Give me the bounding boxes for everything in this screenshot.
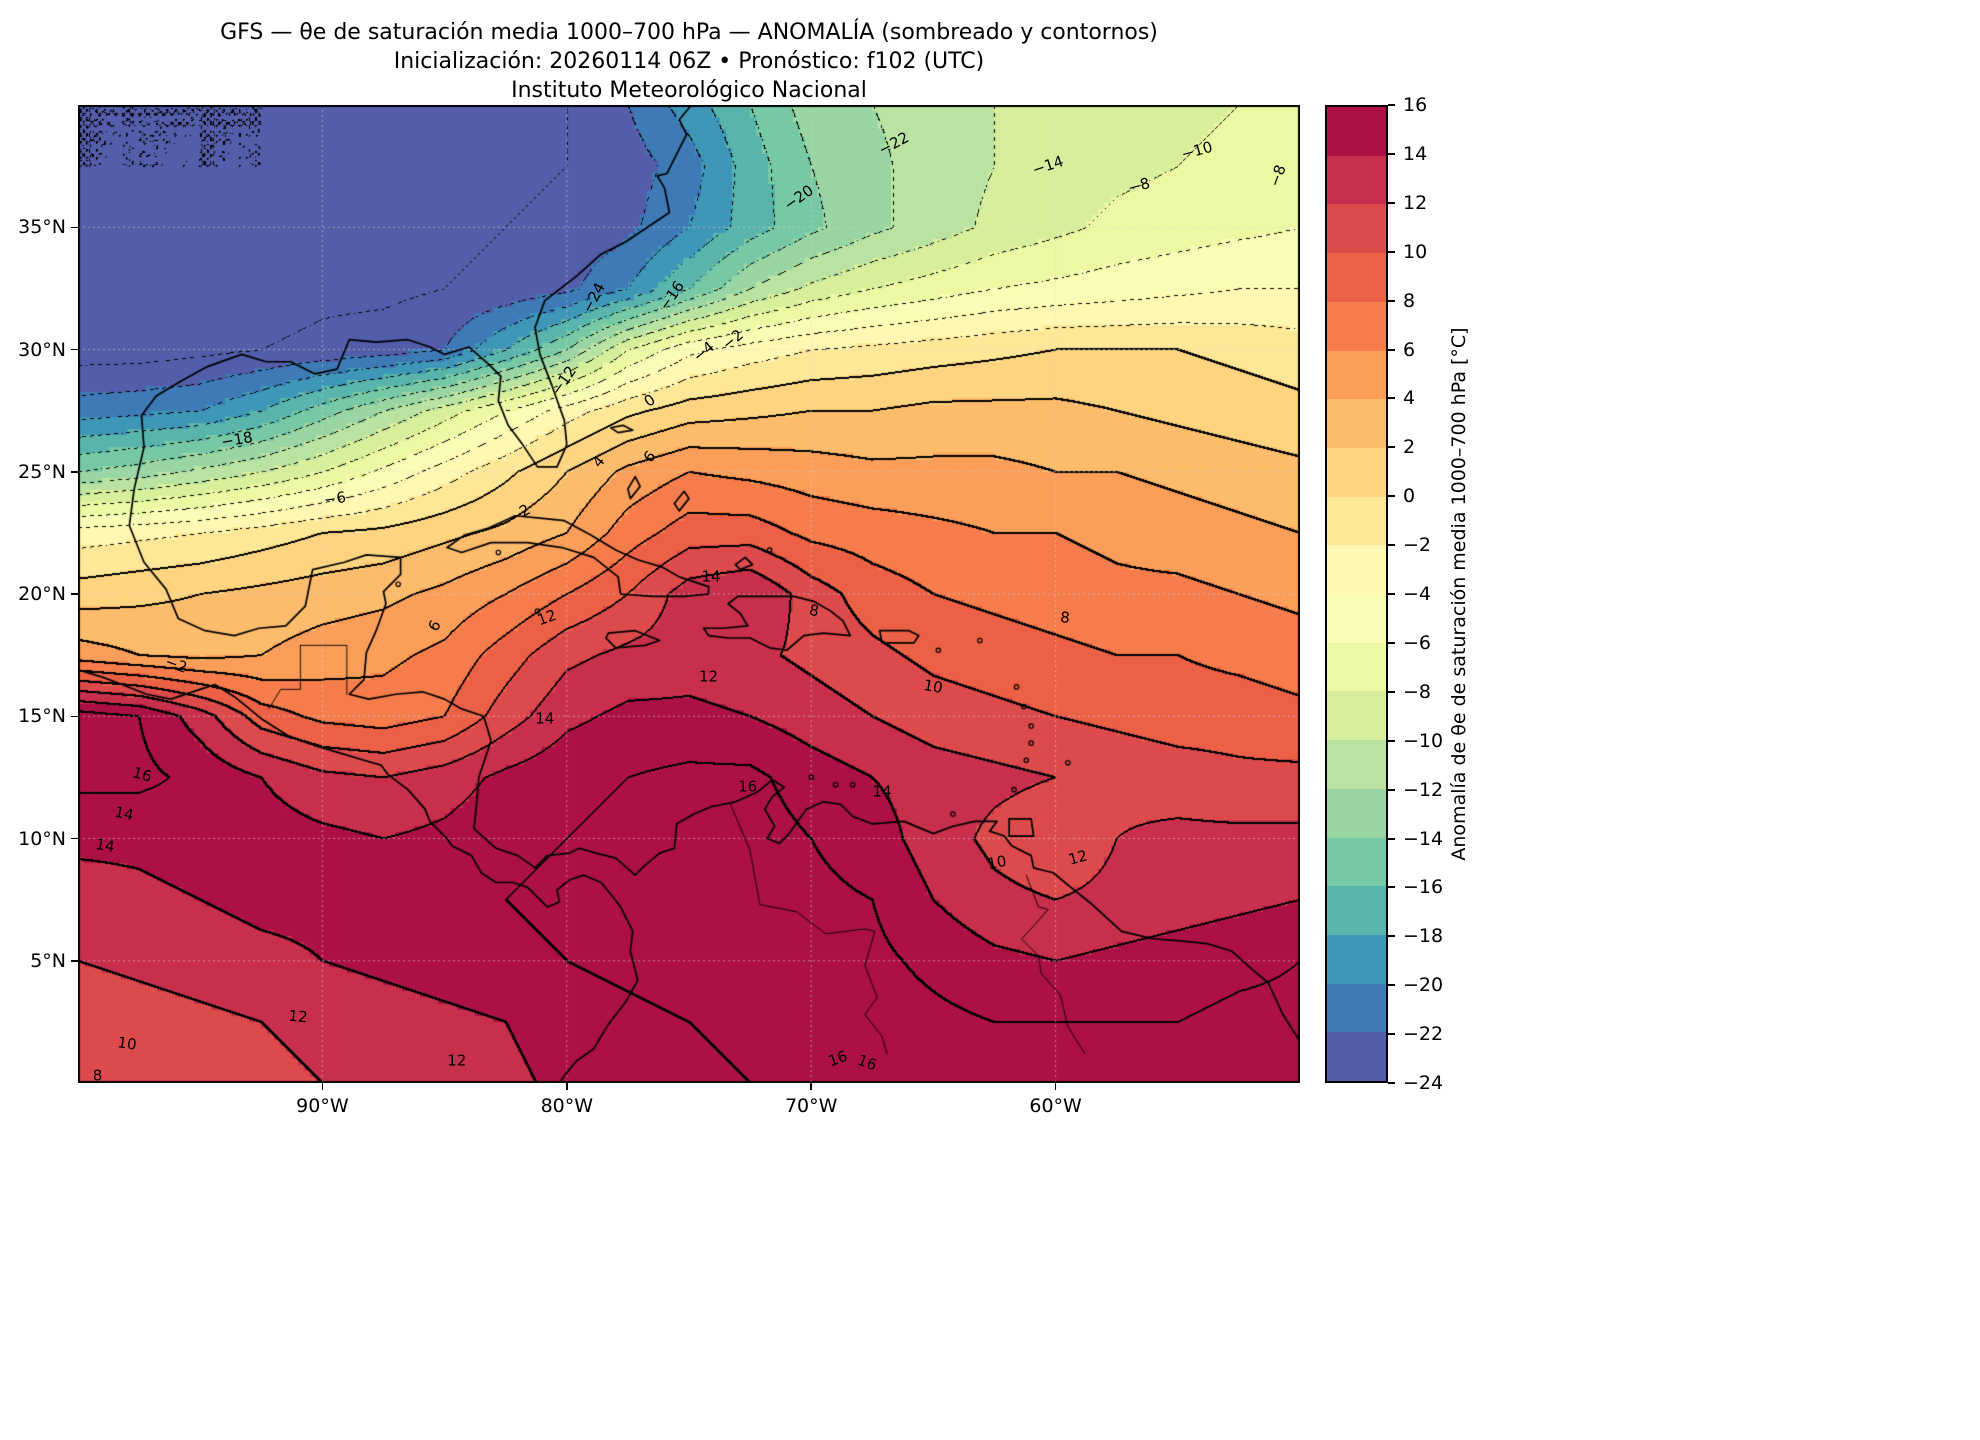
y-tick-label: 10°N bbox=[18, 827, 66, 850]
colorbar-tick-label: −10 bbox=[1403, 729, 1444, 752]
colorbar-swatch bbox=[1327, 1032, 1386, 1082]
colorbar-swatch bbox=[1327, 740, 1386, 789]
y-tickmark bbox=[71, 960, 78, 962]
colorbar-tick-label: 16 bbox=[1403, 94, 1428, 116]
colorbar-tick-label: −22 bbox=[1403, 1023, 1444, 1046]
colorbar-swatch bbox=[1327, 399, 1386, 448]
colorbar-tick-label: 0 bbox=[1403, 485, 1416, 508]
x-tick-label: 90°W bbox=[296, 1095, 349, 1117]
colorbar-tickmark bbox=[1388, 152, 1395, 155]
colorbar-swatch bbox=[1327, 350, 1386, 400]
colorbar-swatch bbox=[1327, 886, 1386, 935]
colorbar-swatch bbox=[1327, 983, 1386, 1033]
colorbar-swatch bbox=[1327, 253, 1386, 302]
colorbar-title: Anomalía de θe de saturación media 1000–… bbox=[1448, 327, 1470, 861]
y-tickmark bbox=[71, 348, 78, 351]
colorbar-tick-label: −16 bbox=[1403, 876, 1444, 899]
colorbar-tick-label: −8 bbox=[1403, 680, 1432, 703]
x-tickmark bbox=[810, 1083, 812, 1090]
colorbar-tick-label: −12 bbox=[1403, 778, 1444, 801]
colorbar-tick-label: 6 bbox=[1403, 338, 1416, 361]
y-tickmark bbox=[71, 715, 78, 717]
colorbar-swatch bbox=[1327, 107, 1386, 156]
colorbar-tickmark bbox=[1388, 837, 1395, 840]
colorbar-tickmark bbox=[1388, 788, 1395, 791]
y-tick-label: 15°N bbox=[18, 705, 66, 728]
colorbar-swatch bbox=[1327, 545, 1386, 595]
colorbar-tickmark bbox=[1388, 495, 1395, 498]
colorbar-tickmark bbox=[1388, 886, 1395, 889]
y-tick-label: 25°N bbox=[18, 460, 66, 483]
y-tickmark bbox=[71, 593, 78, 595]
colorbar-tickmark bbox=[1388, 1082, 1395, 1084]
x-tick-label: 70°W bbox=[784, 1095, 838, 1117]
colorbar-tick-label: 4 bbox=[1403, 387, 1416, 410]
colorbar-tick-label: −20 bbox=[1403, 974, 1444, 997]
colorbar-tickmark bbox=[1388, 984, 1395, 987]
y-tick-label: 35°N bbox=[18, 216, 66, 239]
colorbar-tick-label: 2 bbox=[1403, 436, 1416, 459]
colorbar-tickmark bbox=[1388, 1033, 1395, 1036]
colorbar-tickmark bbox=[1388, 348, 1395, 351]
colorbar-tickmark bbox=[1388, 446, 1395, 449]
y-tick-label: 20°N bbox=[18, 583, 66, 605]
x-tick-label: 80°W bbox=[540, 1095, 594, 1117]
y-tickmark bbox=[71, 471, 78, 473]
colorbar-swatches bbox=[1325, 105, 1388, 1083]
colorbar: 16 14 12 10 8 6 4 2 0 −2 −4 −6 −8 −10 −12 −14 −16 −18 −20 −… bbox=[1325, 94, 1443, 1094]
colorbar-swatch bbox=[1327, 204, 1386, 254]
anomaly-field-canvas bbox=[78, 105, 1300, 1083]
y-tick-label: 30°N bbox=[18, 338, 66, 361]
figure-title: GFS — θe de saturación media 1000–700 hP… bbox=[220, 20, 1158, 45]
colorbar-tick-label: −2 bbox=[1403, 534, 1432, 557]
map-plot-area: −22 −20 −24 −16 −14 −10 −8 −8 −12 −4 −2 0 −18 −6 4 6 2 14… bbox=[78, 105, 1300, 1083]
colorbar-tickmark bbox=[1388, 641, 1395, 644]
x-tickmark bbox=[321, 1083, 324, 1090]
colorbar-swatch bbox=[1327, 788, 1386, 838]
colorbar-tickmark bbox=[1388, 544, 1395, 547]
colorbar-swatch bbox=[1327, 934, 1386, 984]
colorbar-tick-label: −4 bbox=[1403, 583, 1432, 605]
colorbar-swatch bbox=[1327, 594, 1386, 643]
colorbar-swatch bbox=[1327, 155, 1386, 205]
colorbar-swatch bbox=[1327, 301, 1386, 351]
colorbar-tick-label: 12 bbox=[1403, 191, 1428, 214]
colorbar-tickmark bbox=[1388, 299, 1395, 302]
colorbar-tickmark bbox=[1388, 397, 1395, 400]
figure-institution: Instituto Meteorológico Nacional bbox=[511, 78, 867, 103]
colorbar-swatch bbox=[1327, 642, 1386, 692]
x-tick-label: 60°W bbox=[1029, 1095, 1082, 1117]
colorbar-tickmark bbox=[1388, 593, 1395, 595]
colorbar-tickmark bbox=[1388, 935, 1395, 938]
figure-subtitle: Inicialización: 20260114 06Z • Pronóstic… bbox=[393, 49, 985, 74]
y-tick-label: 5°N bbox=[30, 949, 66, 972]
colorbar-tickmark bbox=[1388, 690, 1395, 693]
y-tickmark bbox=[71, 226, 78, 228]
figure-titles: GFS — θe de saturación media 1000–700 hP… bbox=[78, 18, 1300, 105]
colorbar-tickmark bbox=[1388, 739, 1395, 742]
colorbar-tickmark bbox=[1388, 104, 1395, 106]
colorbar-swatch bbox=[1327, 837, 1386, 887]
colorbar-tick-label: 8 bbox=[1403, 289, 1416, 312]
x-tickmark bbox=[566, 1083, 568, 1090]
colorbar-tick-label: 14 bbox=[1403, 142, 1428, 165]
colorbar-tick-label: 10 bbox=[1403, 240, 1428, 263]
y-tickmark bbox=[71, 837, 78, 840]
colorbar-tick-label: −14 bbox=[1403, 827, 1444, 850]
colorbar-tick-label: −6 bbox=[1403, 631, 1432, 654]
x-tickmark bbox=[1054, 1083, 1057, 1090]
colorbar-swatch bbox=[1327, 496, 1386, 546]
colorbar-tickmark bbox=[1388, 250, 1395, 253]
colorbar-tickmark bbox=[1388, 201, 1395, 204]
colorbar-swatch bbox=[1327, 447, 1386, 497]
colorbar-tick-label: −24 bbox=[1403, 1072, 1444, 1094]
colorbar-tick-label: −18 bbox=[1403, 925, 1444, 948]
colorbar-swatch bbox=[1327, 691, 1386, 741]
